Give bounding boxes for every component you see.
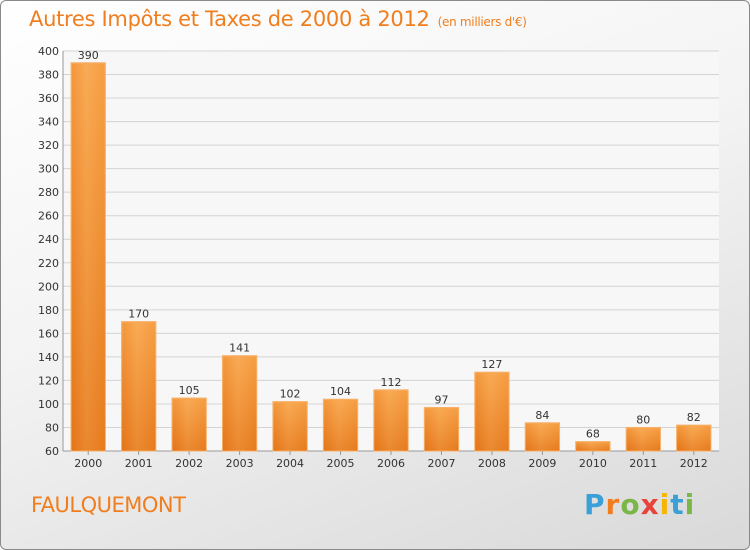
y-tick-label: 280 (38, 186, 59, 199)
x-tick-label: 2011 (629, 457, 657, 470)
bar-value-label: 102 (280, 388, 301, 401)
x-tick-label: 2007 (427, 457, 455, 470)
bar-value-label: 97 (434, 393, 448, 406)
y-tick-label: 400 (38, 45, 59, 58)
chart-title: Autres Impôts et Taxes de 2000 à 2012 (en… (29, 7, 527, 31)
x-tick-label: 2006 (377, 457, 405, 470)
y-tick-label: 120 (38, 374, 59, 387)
logo-letter: P (584, 488, 606, 521)
y-tick-label: 380 (38, 69, 59, 82)
bar-value-label: 170 (128, 308, 149, 321)
logo-letter: i (684, 488, 696, 521)
bar-highlight (223, 356, 256, 451)
y-tick-label: 140 (38, 351, 59, 364)
y-tick-label: 360 (38, 92, 59, 105)
bar-value-label: 80 (636, 413, 650, 426)
logo-letter: r (605, 488, 621, 521)
x-tick-label: 2003 (226, 457, 254, 470)
x-tick-label: 2010 (579, 457, 607, 470)
y-tick-label: 160 (38, 327, 59, 340)
bar-value-label: 141 (229, 342, 250, 355)
x-tick-label: 2012 (680, 457, 708, 470)
bar-highlight (172, 399, 206, 451)
y-tick-label: 320 (38, 139, 59, 152)
bar-highlight (374, 390, 408, 451)
logo-letter: x (640, 488, 660, 521)
bar-highlight (425, 408, 458, 451)
y-tick-label: 60 (45, 445, 59, 458)
y-tick-label: 300 (38, 163, 59, 176)
bar-highlight (526, 423, 559, 451)
y-tick-label: 340 (38, 116, 59, 129)
bar-value-label: 112 (381, 376, 402, 389)
logo-letter: i (659, 488, 671, 521)
bar-value-label: 84 (535, 409, 549, 422)
bar-value-label: 127 (481, 358, 502, 371)
bar-highlight (576, 442, 610, 451)
x-tick-label: 2004 (276, 457, 304, 470)
x-tick-label: 2001 (125, 457, 153, 470)
plot-area (63, 51, 719, 451)
bar-highlight (677, 426, 710, 451)
bar-highlight (72, 63, 105, 451)
chart-unit: (en milliers d'€) (437, 15, 527, 29)
bar-highlight (627, 428, 660, 451)
place-name: FAULQUEMONT (31, 493, 186, 517)
logo-letter: o (620, 488, 641, 521)
chart-title-text: Autres Impôts et Taxes de 2000 à 2012 (29, 7, 430, 31)
proxiti-logo: Proxiti (584, 488, 695, 521)
y-tick-label: 100 (38, 398, 59, 411)
x-tick-label: 2000 (74, 457, 102, 470)
y-tick-label: 180 (38, 304, 59, 317)
bar-value-label: 82 (687, 411, 701, 424)
bar-value-label: 390 (78, 49, 99, 62)
x-tick-label: 2005 (327, 457, 355, 470)
bar-value-label: 104 (330, 385, 351, 398)
bar-highlight (273, 402, 307, 451)
logo-letter: t (670, 488, 685, 521)
x-tick-label: 2009 (528, 457, 556, 470)
bar-value-label: 105 (179, 384, 200, 397)
x-tick-label: 2008 (478, 457, 506, 470)
y-tick-label: 220 (38, 257, 59, 270)
bar-highlight (122, 322, 155, 451)
y-tick-label: 260 (38, 210, 59, 223)
y-tick-label: 80 (45, 421, 59, 434)
bar-highlight (324, 400, 357, 451)
y-tick-label: 240 (38, 233, 59, 246)
bar-highlight (475, 373, 509, 451)
bar-value-label: 68 (586, 428, 600, 441)
x-tick-label: 2002 (175, 457, 203, 470)
y-tick-label: 200 (38, 280, 59, 293)
